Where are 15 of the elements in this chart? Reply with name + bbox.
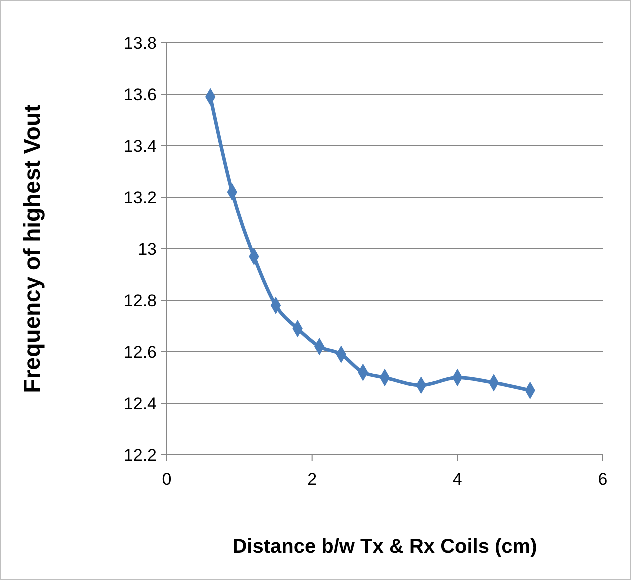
x-tick-label: 4 xyxy=(452,470,462,489)
y-tick-label: 13.8 xyxy=(124,34,157,53)
y-axis-title: Frequency of highest Vout xyxy=(19,104,45,394)
x-tick-label: 6 xyxy=(598,470,608,489)
y-tick-label: 13.2 xyxy=(124,188,157,208)
y-tick-label: 13.6 xyxy=(124,85,157,104)
y-tick-label: 12.4 xyxy=(124,394,157,414)
y-tick-label: 13 xyxy=(138,240,157,259)
x-tick-label: 0 xyxy=(162,470,172,489)
y-tick-label: 12.2 xyxy=(124,446,157,465)
x-axis-title: Distance b/w Tx & Rx Coils (cm) xyxy=(232,536,538,558)
y-tick-label: 12.8 xyxy=(124,291,157,310)
y-tick-label: 13.4 xyxy=(124,136,157,156)
x-tick-label: 2 xyxy=(308,470,318,489)
y-tick-label: 12.6 xyxy=(124,342,157,362)
